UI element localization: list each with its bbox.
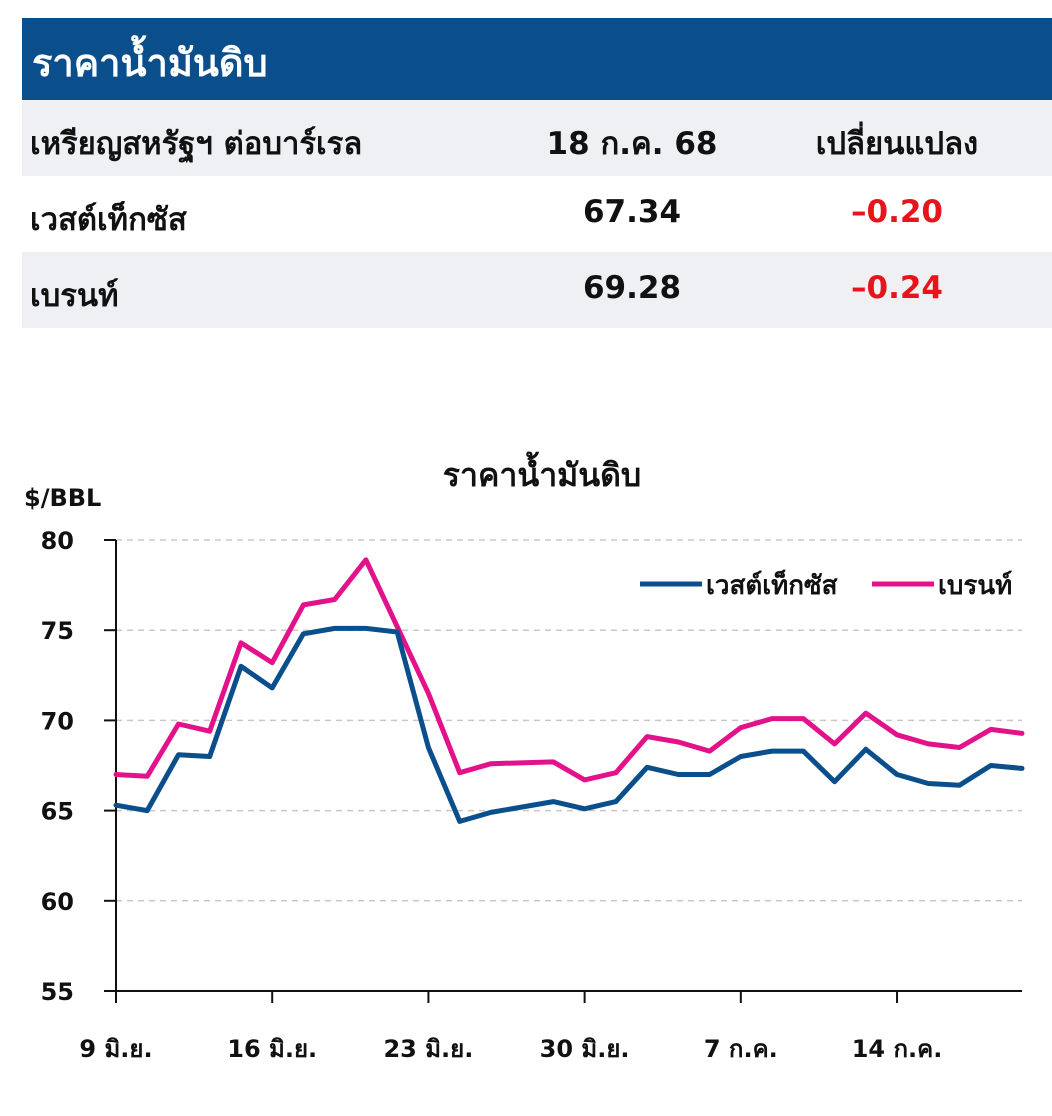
table-title: ราคาน้ำมันดิบ [32,41,268,85]
x-tick-label: 7 ก.ค. [704,1035,778,1063]
legend: เวสต์เท็กซัส เบรนท์ [640,569,1012,601]
y-tick-label: 60 [41,888,74,916]
series-line [113,625,1025,824]
x-tick-label: 16 มิ.ย. [227,1035,317,1063]
x-tick-label: 14 ก.ค. [852,1035,943,1063]
y-tick-label: 80 [41,527,74,555]
gridlines [116,539,1022,902]
x-tick-label: 30 มิ.ย. [540,1035,630,1063]
x-tick-label: 9 มิ.ย. [79,1035,152,1063]
y-axis-label: $/BBL [24,484,101,512]
series-lines [113,557,1025,824]
y-tick-label: 55 [41,978,74,1006]
y-tick-label: 65 [41,798,74,826]
series-line [113,557,1025,783]
row-change: –0.20 [851,194,943,230]
date-label: 18 ก.ค. 68 [546,126,718,162]
x-tick-label: 23 มิ.ย. [383,1035,473,1063]
y-tick-label: 70 [41,707,74,735]
legend-label: เบรนท์ [938,570,1012,601]
axes: 55 60 65 70 75 80 9 มิ.ย. 16 มิ.ย. 23 มิ.ย. 30 มิ… [41,527,1022,1063]
row-name: เบรนท์ [30,278,119,314]
row-price: 69.28 [582,270,682,306]
legend-label: เวสต์เท็กซัส [706,569,838,601]
table-header-row: เหรียญสหรัฐฯ ต่อบาร์เรล 18 ก.ค. 68 เปลี่… [22,100,1052,176]
crude-oil-line-chart: ราคาน้ำมันดิบ $/BBL 55 60 65 70 75 80 9 มิ.ย. 1… [24,451,1025,1063]
table-title-bar: ราคาน้ำมันดิบ [22,18,1052,100]
unit-label: เหรียญสหรัฐฯ ต่อบาร์เรล [30,126,363,162]
y-tick-label: 75 [41,617,74,645]
chart-title: ราคาน้ำมันดิบ [443,451,641,494]
table-row: เวสต์เท็กซัส 67.34 –0.20 [22,176,1052,252]
row-name: เวสต์เท็กซัส [30,202,187,238]
row-change: –0.24 [851,270,943,306]
row-price: 67.34 [582,194,682,230]
change-label: เปลี่ยนแปลง [815,126,979,162]
table-row: เบรนท์ 69.28 –0.24 [22,252,1052,328]
